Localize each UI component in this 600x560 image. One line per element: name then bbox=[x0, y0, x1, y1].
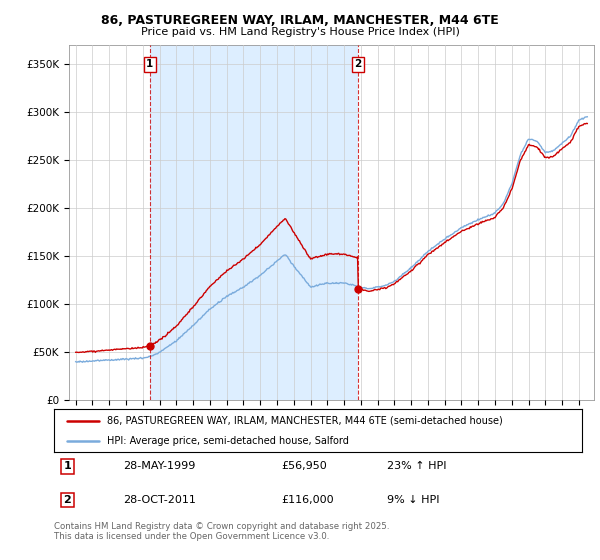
Text: £116,000: £116,000 bbox=[281, 495, 334, 505]
Text: £56,950: £56,950 bbox=[281, 461, 327, 472]
Text: HPI: Average price, semi-detached house, Salford: HPI: Average price, semi-detached house,… bbox=[107, 436, 349, 446]
Text: 1: 1 bbox=[146, 59, 154, 69]
Text: 1: 1 bbox=[64, 461, 71, 472]
Bar bbox=[149, 45, 358, 400]
Text: 86, PASTUREGREEN WAY, IRLAM, MANCHESTER, M44 6TE (semi-detached house): 86, PASTUREGREEN WAY, IRLAM, MANCHESTER,… bbox=[107, 416, 503, 426]
Text: 9% ↓ HPI: 9% ↓ HPI bbox=[386, 495, 439, 505]
Text: 2: 2 bbox=[355, 59, 362, 69]
Text: 23% ↑ HPI: 23% ↑ HPI bbox=[386, 461, 446, 472]
Text: Contains HM Land Registry data © Crown copyright and database right 2025.
This d: Contains HM Land Registry data © Crown c… bbox=[54, 522, 389, 542]
Text: 2: 2 bbox=[64, 495, 71, 505]
Text: 86, PASTUREGREEN WAY, IRLAM, MANCHESTER, M44 6TE: 86, PASTUREGREEN WAY, IRLAM, MANCHESTER,… bbox=[101, 14, 499, 27]
Text: 28-OCT-2011: 28-OCT-2011 bbox=[122, 495, 196, 505]
Text: Price paid vs. HM Land Registry's House Price Index (HPI): Price paid vs. HM Land Registry's House … bbox=[140, 27, 460, 37]
Text: 28-MAY-1999: 28-MAY-1999 bbox=[122, 461, 195, 472]
